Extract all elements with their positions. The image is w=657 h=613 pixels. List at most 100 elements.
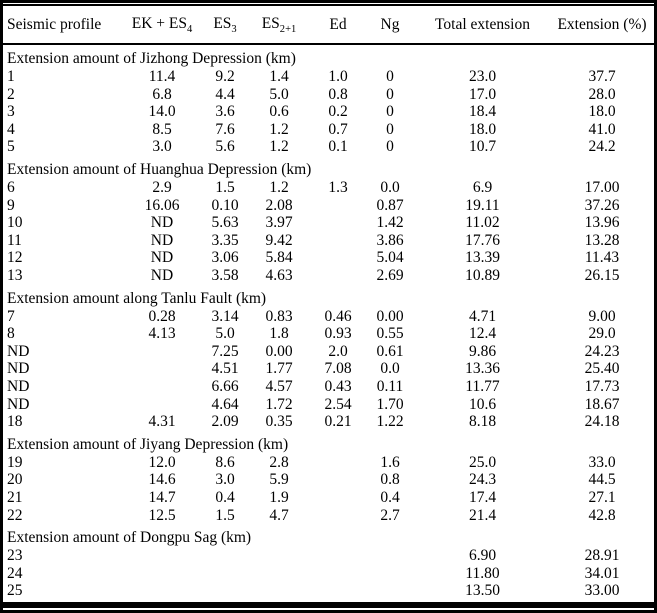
table-cell: 7.6 <box>215 120 235 138</box>
col-header-label: EK + ES <box>131 15 187 32</box>
table-cell: 18.0 <box>588 103 616 121</box>
table-cell: 10.7 <box>468 138 497 156</box>
table-row: 9 16.06 0.10 2.08 0.87 19.11 37.26 <box>3 197 654 215</box>
table-cell: 0.93 <box>324 325 352 343</box>
row-label: 11 <box>7 231 22 249</box>
table-cell: 17.00 <box>584 179 620 197</box>
table-cell: 17.73 <box>584 378 620 395</box>
table-cell: 0.35 <box>265 413 293 431</box>
table-cell: 0.46 <box>324 307 352 325</box>
table-row: 2 6.8 4.4 5.0 0.8 0 17.0 28.0 <box>3 86 654 104</box>
row-label: 20 <box>7 471 23 489</box>
table-cell: 0.4 <box>380 488 400 506</box>
header-row: Seismic profile EK + ES4 ES3 ES2+1 Ed Ng… <box>3 6 654 46</box>
section-title: Extension amount of Jizhong Depression (… <box>7 50 296 68</box>
table-cell <box>311 582 365 600</box>
section-title-row: Extension amount of Huanghua Depression … <box>3 156 654 179</box>
table-cell: 10.89 <box>465 267 500 285</box>
table-cell: 0.55 <box>376 325 404 343</box>
table-cell: 13.50 <box>465 582 500 600</box>
table-row: 18 4.31 2.09 0.35 0.21 1.22 8.18 24.18 <box>3 413 654 431</box>
table-cell: 18.4 <box>468 103 497 121</box>
col-header-label: Total extension <box>435 16 530 34</box>
table-cell: 28.0 <box>588 85 616 103</box>
table-row: 5 3.0 5.6 1.2 0.1 0 10.7 24.2 <box>3 138 654 156</box>
extension-data-table: Seismic profile EK + ES4 ES3 ES2+1 Ed Ng… <box>3 6 654 600</box>
table-cell <box>203 547 247 565</box>
table-cell: 9.2 <box>215 68 235 86</box>
section-title: Extension amount along Tanlu Fault (km) <box>7 289 267 307</box>
table-cell <box>365 565 415 583</box>
table-cell <box>311 489 365 507</box>
table-cell: 24.23 <box>584 342 620 360</box>
table-cell: 2.54 <box>324 395 352 413</box>
table-cell: 26.15 <box>584 267 620 285</box>
table-row: ND 4.64 1.72 2.54 1.70 10.6 18.67 <box>3 396 654 414</box>
table-cell: 8.6 <box>215 453 235 471</box>
table-row: ND 7.25 0.00 2.0 0.61 9.86 24.23 <box>3 343 654 361</box>
table-cell: 0 <box>386 120 394 138</box>
table-cell <box>311 267 365 285</box>
table-cell: 8.5 <box>152 120 172 138</box>
row-label: 24 <box>7 564 23 582</box>
row-label: 21 <box>7 488 23 506</box>
table-row: 19 12.0 8.6 2.8 1.6 25.0 33.0 <box>3 454 654 472</box>
table-cell: 0.2 <box>328 103 348 121</box>
table-cell: 0.0 <box>380 179 400 197</box>
table-cell: 34.01 <box>584 564 620 582</box>
row-label: 5 <box>7 138 15 156</box>
col-header-es2-1: ES2+1 <box>247 6 311 46</box>
table-cell: 3.97 <box>265 214 293 232</box>
table-cell: 9.00 <box>588 307 616 325</box>
table-row: 6 2.9 1.5 1.2 1.3 0.0 6.9 17.00 <box>3 179 654 197</box>
row-label: 23 <box>7 547 23 565</box>
col-header-label: Ed <box>329 16 347 34</box>
table-cell <box>121 378 203 396</box>
section-title-row: Extension amount of Jiyang Depression (k… <box>3 431 654 454</box>
row-label: 1 <box>7 68 15 86</box>
table-cell: 23.0 <box>468 68 497 86</box>
table-cell: 0 <box>386 103 394 121</box>
row-label: 19 <box>7 453 23 471</box>
table-row: 1 11.4 9.2 1.4 1.0 0 23.0 37.7 <box>3 68 654 86</box>
table-row: 25 13.50 33.00 <box>3 582 654 600</box>
table-cell: 1.8 <box>269 325 289 343</box>
table-row: 7 0.28 3.14 0.83 0.46 0.00 4.71 9.00 <box>3 308 654 326</box>
table-row: 11 ND 3.35 9.42 3.86 17.76 13.28 <box>3 232 654 250</box>
table-cell: 4.63 <box>265 267 293 285</box>
table-cell: 6.66 <box>211 378 239 395</box>
table-cell: 0.8 <box>328 85 348 103</box>
row-label: ND <box>7 378 30 395</box>
table-cell: 2.8 <box>269 453 289 471</box>
table-cell: 0.4 <box>215 488 235 506</box>
table-row: 8 4.13 5.0 1.8 0.93 0.55 12.4 29.0 <box>3 325 654 343</box>
table-cell: 1.77 <box>265 360 293 378</box>
table-cell: 37.7 <box>588 68 616 86</box>
row-label: 12 <box>7 249 23 267</box>
table-cell: 12.0 <box>148 453 176 471</box>
col-header-total-extension: Total extension <box>415 6 550 46</box>
table-cell: 9.42 <box>265 231 293 249</box>
table-cell: 0.1 <box>328 138 348 156</box>
table-cell: 5.0 <box>269 85 289 103</box>
table-cell <box>311 547 365 565</box>
table-cell: 5.04 <box>376 249 404 267</box>
col-header-label: Ng <box>380 16 400 34</box>
table-cell: 1.3 <box>328 179 348 197</box>
table-row: ND 4.51 1.77 7.08 0.0 13.36 25.40 <box>3 360 654 378</box>
table-cell: 1.0 <box>328 68 348 86</box>
table-cell <box>121 396 203 414</box>
row-label: 18 <box>7 413 23 431</box>
table-cell: 44.5 <box>588 471 616 489</box>
table-cell: 0.83 <box>265 307 293 325</box>
table-cell: 7.25 <box>211 342 239 360</box>
table-cell <box>247 547 311 565</box>
table-cell: 3.0 <box>152 138 172 156</box>
table-cell: 24.2 <box>588 138 616 156</box>
table-cell: ND <box>150 214 174 232</box>
table-row: 23 6.90 28.91 <box>3 547 654 565</box>
table-cell: 1.72 <box>265 395 293 413</box>
table-cell: 13.28 <box>584 231 620 249</box>
table-cell: 3.35 <box>211 231 239 249</box>
table-cell: 14.0 <box>148 103 176 121</box>
